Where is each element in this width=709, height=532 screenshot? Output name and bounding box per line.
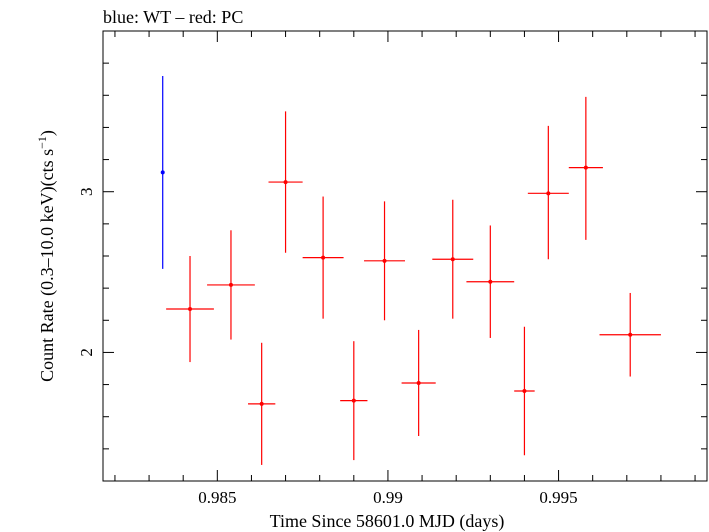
data-marker: [351, 398, 356, 403]
data-marker: [321, 255, 326, 260]
data-marker: [450, 257, 455, 262]
data-marker: [259, 401, 264, 406]
x-tick-label: 0.985: [198, 488, 236, 507]
data-point: [166, 256, 214, 363]
data-point: [466, 225, 515, 338]
data-marker: [160, 170, 165, 175]
data-marker: [416, 380, 421, 385]
data-marker: [488, 279, 493, 284]
data-marker: [188, 307, 193, 312]
y-axis-label: Count Rate (0.3–10.0 keV)(cts s−1): [35, 130, 58, 382]
data-point: [432, 199, 474, 319]
data-point: [207, 230, 255, 340]
data-point: [514, 326, 535, 456]
data-marker: [583, 165, 588, 170]
x-axis-label: Time Since 58601.0 MJD (days): [270, 511, 505, 532]
x-tick-label: 0.995: [539, 488, 577, 507]
data-point: [364, 201, 405, 321]
data-point: [248, 342, 276, 465]
data-marker: [228, 282, 233, 287]
data-point: [599, 292, 661, 377]
data-point: [302, 196, 344, 319]
data-point: [527, 125, 569, 260]
y-tick-label: 3: [77, 187, 96, 196]
data-point: [160, 76, 165, 269]
plot-frame: [102, 30, 708, 482]
data-marker: [283, 180, 288, 185]
data-point: [401, 329, 436, 436]
data-marker: [522, 389, 527, 393]
data-marker: [546, 191, 551, 196]
data-point: [268, 111, 303, 253]
y-tick-label: 2: [77, 348, 96, 357]
data-marker: [382, 258, 387, 263]
data-point: [340, 341, 368, 461]
data-marks: [160, 76, 661, 465]
data-point: [568, 96, 603, 240]
y-axis-label-superscript: −1: [35, 136, 49, 149]
x-tick-label: 0.99: [373, 488, 403, 507]
chart-title: blue: WT – red: PC: [103, 7, 243, 27]
axis-ticks: [103, 30, 707, 482]
data-marker: [628, 332, 633, 337]
y-axis-label-end: ): [37, 130, 58, 136]
y-axis-label-main: Count Rate (0.3–10.0 keV)(cts s: [37, 149, 58, 382]
axis-tick-labels: 0.985 0.99 0.995 2 3: [77, 187, 578, 507]
